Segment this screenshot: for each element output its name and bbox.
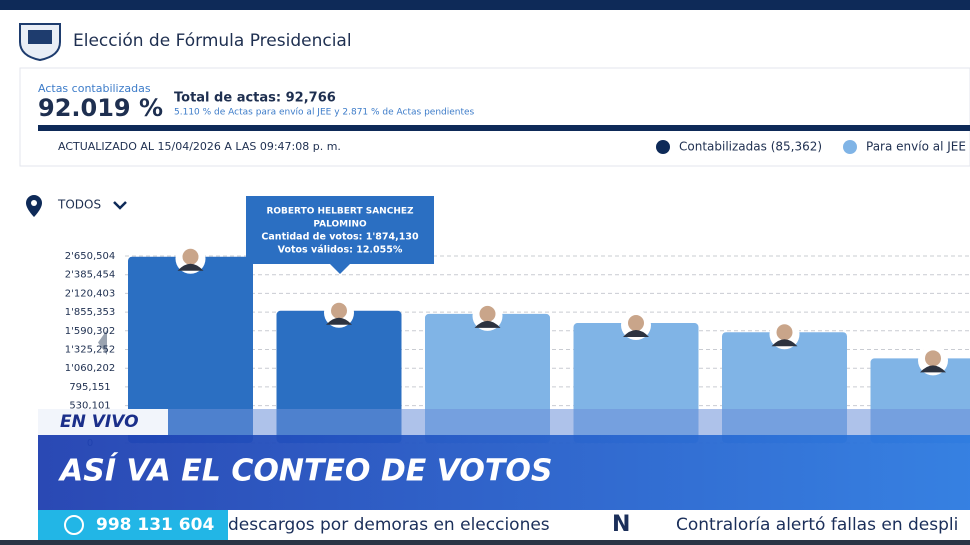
phone: 998 131 604: [96, 515, 214, 535]
y-tick-label: 2'120,403: [65, 288, 115, 299]
scroll-left[interactable]: [98, 330, 107, 355]
photo-face: [628, 315, 644, 332]
live-box: [38, 409, 168, 435]
photo-body: [920, 365, 946, 373]
headline-banner: [38, 435, 970, 510]
legend-label: Para envío al JEE: [866, 140, 966, 154]
legend-label: Contabilizadas (85,362): [679, 140, 822, 154]
photo-body: [474, 320, 501, 328]
header-title: Elección de Fórmula Presidencial: [73, 31, 352, 51]
tv-overlay: EN VIVO ASÍ VA EL CONTEO DE VOTOS 998 13…: [0, 409, 970, 545]
photo-body: [771, 339, 798, 347]
y-tick-label: 1'590,302: [65, 326, 115, 337]
ticker-text: descargos por demoras en elecciones: [228, 515, 550, 535]
candidate-photo: [918, 345, 948, 376]
candidate-photo: [324, 297, 354, 328]
photo-body: [326, 317, 352, 325]
candidate-photo: [769, 319, 800, 350]
tooltip-name: PALOMINO: [313, 220, 367, 230]
tooltip-valid: Votos válidos: 12.055%: [278, 245, 403, 256]
headline: ASÍ VA EL CONTEO DE VOTOS: [58, 453, 552, 489]
photo-face: [182, 248, 199, 265]
photo-face: [331, 302, 347, 319]
ticker: [228, 510, 970, 540]
progress-bar: [38, 125, 970, 131]
ticker-logo: N: [612, 512, 630, 537]
candidate-photo: [472, 300, 503, 331]
live-label: EN VIVO: [60, 412, 139, 432]
y-tick-label: 2'385,454: [65, 270, 115, 281]
tooltip-name: ROBERTO HELBERT SANCHEZ: [266, 207, 414, 217]
updated: ACTUALIZADO AL 15/04/2026 A LAS 09:47:08…: [58, 140, 341, 153]
legend-swatch: [656, 140, 670, 154]
actas-pct: 92.019 %: [38, 94, 163, 122]
y-tick-label: 1'060,202: [65, 363, 115, 374]
actas-label: Actas contabilizadas: [38, 82, 151, 95]
bar: [128, 256, 253, 443]
filter-chevron[interactable]: [113, 201, 127, 210]
actas-note: 5.110 % de Actas para envío al JEE y 2.8…: [174, 108, 475, 118]
legend-swatch: [843, 140, 857, 154]
photo-face: [925, 350, 941, 367]
ticker-text: Contraloría alertó fallas en despli: [676, 515, 958, 535]
y-tick-label: 795,151: [69, 382, 110, 393]
phone-box: [38, 510, 228, 540]
header: [0, 10, 970, 65]
top-strip: [0, 0, 970, 10]
summary-box: [19, 67, 970, 167]
candidate-photo: [621, 310, 651, 341]
candidate-photo: [175, 243, 206, 274]
logo: [19, 23, 61, 62]
total-actas: Total de actas: 92,766: [174, 91, 336, 106]
taskbar: [0, 540, 970, 545]
photo-face: [776, 324, 793, 341]
y-tick-label: 1'855,353: [65, 307, 115, 318]
photo-body: [177, 263, 204, 271]
y-tick-label: 530,101: [69, 401, 110, 412]
whatsapp-icon: [64, 515, 84, 535]
photo-face: [479, 305, 496, 322]
overlay-band: [38, 409, 970, 435]
filter[interactable]: TODOS: [57, 198, 101, 212]
photo-body: [623, 330, 649, 338]
y-tick-label: 1'325,252: [65, 345, 115, 356]
tooltip-votes: Cantidad de votos: 1'874,130: [261, 232, 419, 243]
y-tick-label: 2'650,504: [65, 251, 115, 262]
tooltip: ROBERTO HELBERT SANCHEZ PALOMINO Cantida…: [246, 196, 434, 274]
